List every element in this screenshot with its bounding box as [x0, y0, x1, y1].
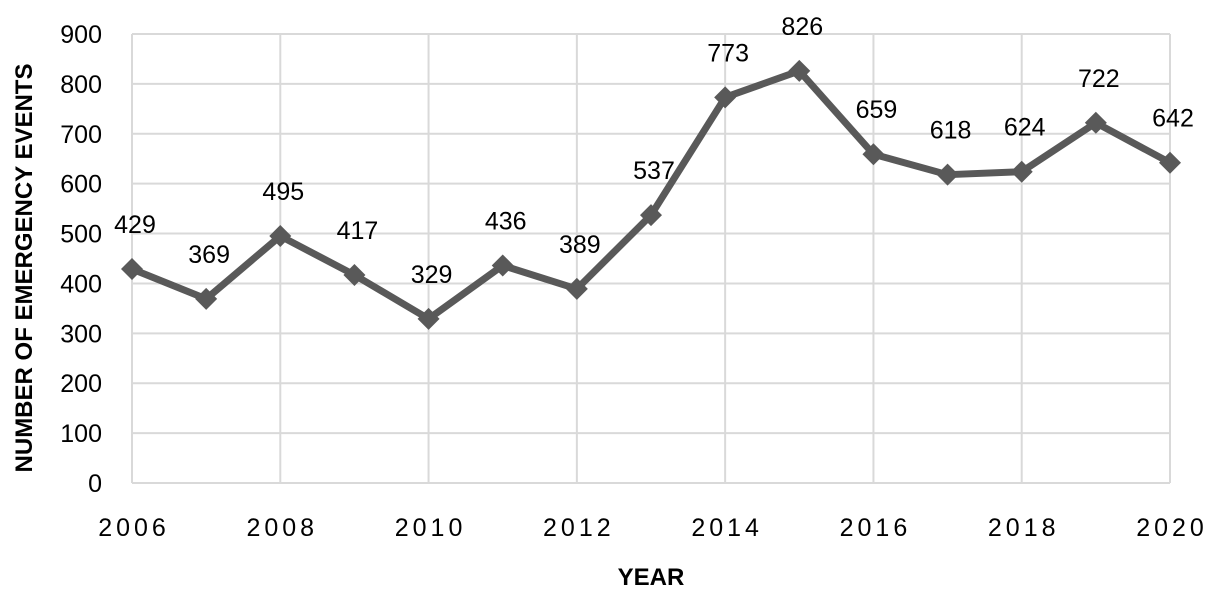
- data-label: 495: [262, 178, 304, 206]
- data-label: 659: [856, 96, 898, 124]
- data-label: 642: [1152, 105, 1194, 133]
- data-label: 624: [1004, 114, 1046, 142]
- y-tick-label: 0: [88, 470, 102, 498]
- data-point-marker: [269, 225, 292, 248]
- y-tick-label: 500: [60, 221, 102, 249]
- data-label: 329: [411, 261, 453, 289]
- data-label: 369: [188, 241, 230, 269]
- data-point-marker: [195, 287, 218, 310]
- y-axis-title: NUMBER OF EMERGENCY EVENTS: [11, 64, 38, 473]
- data-point-marker: [417, 307, 440, 330]
- y-tick-label: 900: [60, 21, 102, 49]
- data-label: 826: [781, 13, 823, 41]
- data-label: 537: [633, 157, 675, 185]
- data-point-marker: [862, 143, 885, 166]
- x-tick-label: 2010: [395, 514, 467, 542]
- data-point-marker: [121, 257, 143, 280]
- data-point-marker: [714, 86, 737, 109]
- data-label: 722: [1078, 65, 1120, 93]
- data-label: 389: [559, 231, 601, 259]
- data-point-marker: [491, 254, 514, 277]
- data-point-marker: [788, 59, 811, 82]
- data-point-marker: [1010, 160, 1033, 183]
- x-tick-label: 2006: [98, 514, 170, 542]
- y-tick-label: 300: [60, 320, 102, 348]
- y-axis-ticks: 0 100 200 300 400 500 600 700 800 900: [60, 21, 102, 498]
- data-point-marker: [936, 163, 959, 186]
- data-point-marker: [565, 277, 588, 300]
- data-label: 429: [114, 211, 156, 239]
- data-labels: 429 369 495 417 329 436 389 537 773 826 659 618 624 7…: [114, 13, 1194, 289]
- series-line-group: [121, 59, 1181, 330]
- y-tick-label: 100: [60, 420, 102, 448]
- x-tick-label: 2012: [543, 514, 615, 542]
- data-point-marker: [343, 263, 366, 286]
- x-axis-title: YEAR: [618, 564, 685, 591]
- data-label: 436: [485, 207, 527, 235]
- y-tick-label: 200: [60, 370, 102, 398]
- data-label: 773: [707, 39, 749, 67]
- data-point-marker: [1159, 151, 1181, 174]
- y-tick-label: 800: [60, 71, 102, 99]
- x-axis-ticks: 2006 2008 2010 2012 2014 2016 2018 2020: [98, 514, 1208, 542]
- x-tick-label: 2020: [1136, 514, 1208, 542]
- x-tick-label: 2014: [691, 514, 763, 542]
- y-tick-label: 400: [60, 270, 102, 298]
- x-tick-label: 2018: [988, 514, 1060, 542]
- data-point-marker: [640, 204, 662, 227]
- data-point-marker: [1084, 111, 1107, 134]
- data-label: 618: [930, 117, 972, 145]
- data-label: 417: [337, 217, 379, 245]
- y-tick-label: 700: [60, 121, 102, 149]
- y-tick-label: 600: [60, 171, 102, 199]
- x-tick-label: 2008: [246, 514, 318, 542]
- gridlines: [131, 33, 1171, 484]
- x-tick-label: 2016: [840, 514, 912, 542]
